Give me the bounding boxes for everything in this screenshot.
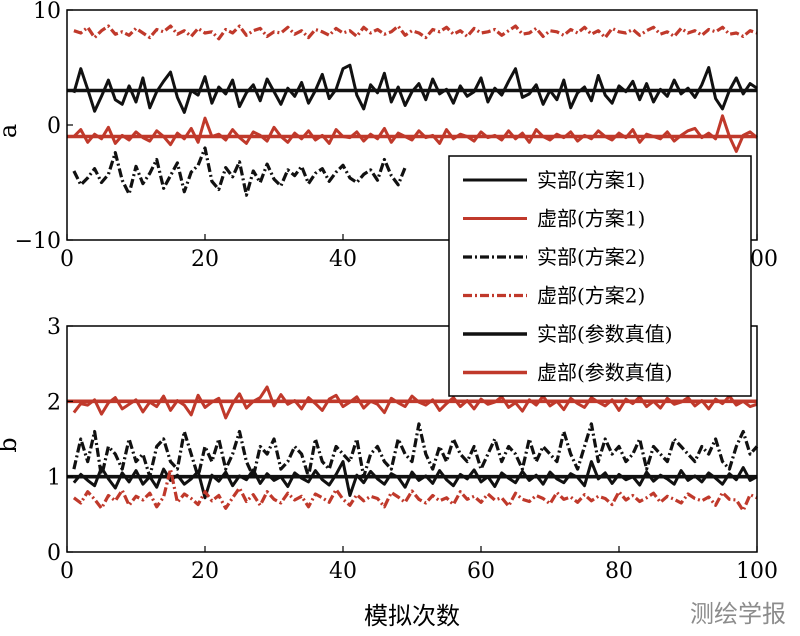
x-tick-label: 100 <box>736 559 778 584</box>
legend-label: 实部(参数真值) <box>537 322 673 346</box>
x-tick-label: 40 <box>329 247 357 272</box>
y-tick-label: 1 <box>47 466 61 491</box>
axes-frame <box>66 325 758 553</box>
x-axis-label: 模拟次数 <box>364 602 460 630</box>
y-tick-label: 0 <box>47 114 61 139</box>
x-tick-label: 0 <box>60 247 74 272</box>
series-line-b-3 <box>72 460 758 500</box>
series-line-b-5 <box>72 467 758 513</box>
y-axis-label: b <box>0 437 22 452</box>
y-tick-label: 2 <box>47 390 61 415</box>
legend-label: 虚部(参数真值) <box>537 361 673 385</box>
legend-label: 虚部(方案2) <box>537 284 645 308</box>
legend-label: 实部(方案2) <box>537 245 645 269</box>
y-tick-label: 3 <box>47 315 61 340</box>
series-line-a-2 <box>73 24 758 41</box>
x-tick-label: 40 <box>329 559 357 584</box>
legend: 实部(方案1) 虚部(方案1) 实部(方案2) 虚部(方案2) 实部(参数真值) 虚部(参… <box>448 155 752 397</box>
series-line-b-2 <box>72 385 758 420</box>
series-line-a-4 <box>72 114 758 153</box>
legend-label: 虚部(方案1) <box>537 207 645 231</box>
y-tick-label: 10 <box>33 0 61 24</box>
y-tick-label: 0 <box>47 541 61 566</box>
subplot-b: 0 20 40 60 80 100 0 1 2 3 b <box>0 315 778 584</box>
x-tick-label: 20 <box>191 247 219 272</box>
x-tick-label: 60 <box>467 559 495 584</box>
series-line-b-4 <box>72 422 759 479</box>
y-axis-label: a <box>0 124 22 138</box>
series-line-a-5 <box>72 146 407 197</box>
legend-box <box>448 155 752 397</box>
x-tick-label: 80 <box>605 559 633 584</box>
y-tick-label: −10 <box>15 229 61 254</box>
watermark: 测绘学报 <box>690 600 786 628</box>
x-tick-label: 20 <box>191 559 219 584</box>
x-tick-label: 0 <box>60 559 74 584</box>
series-line-a-3 <box>72 63 758 114</box>
legend-label: 实部(方案1) <box>537 168 645 192</box>
